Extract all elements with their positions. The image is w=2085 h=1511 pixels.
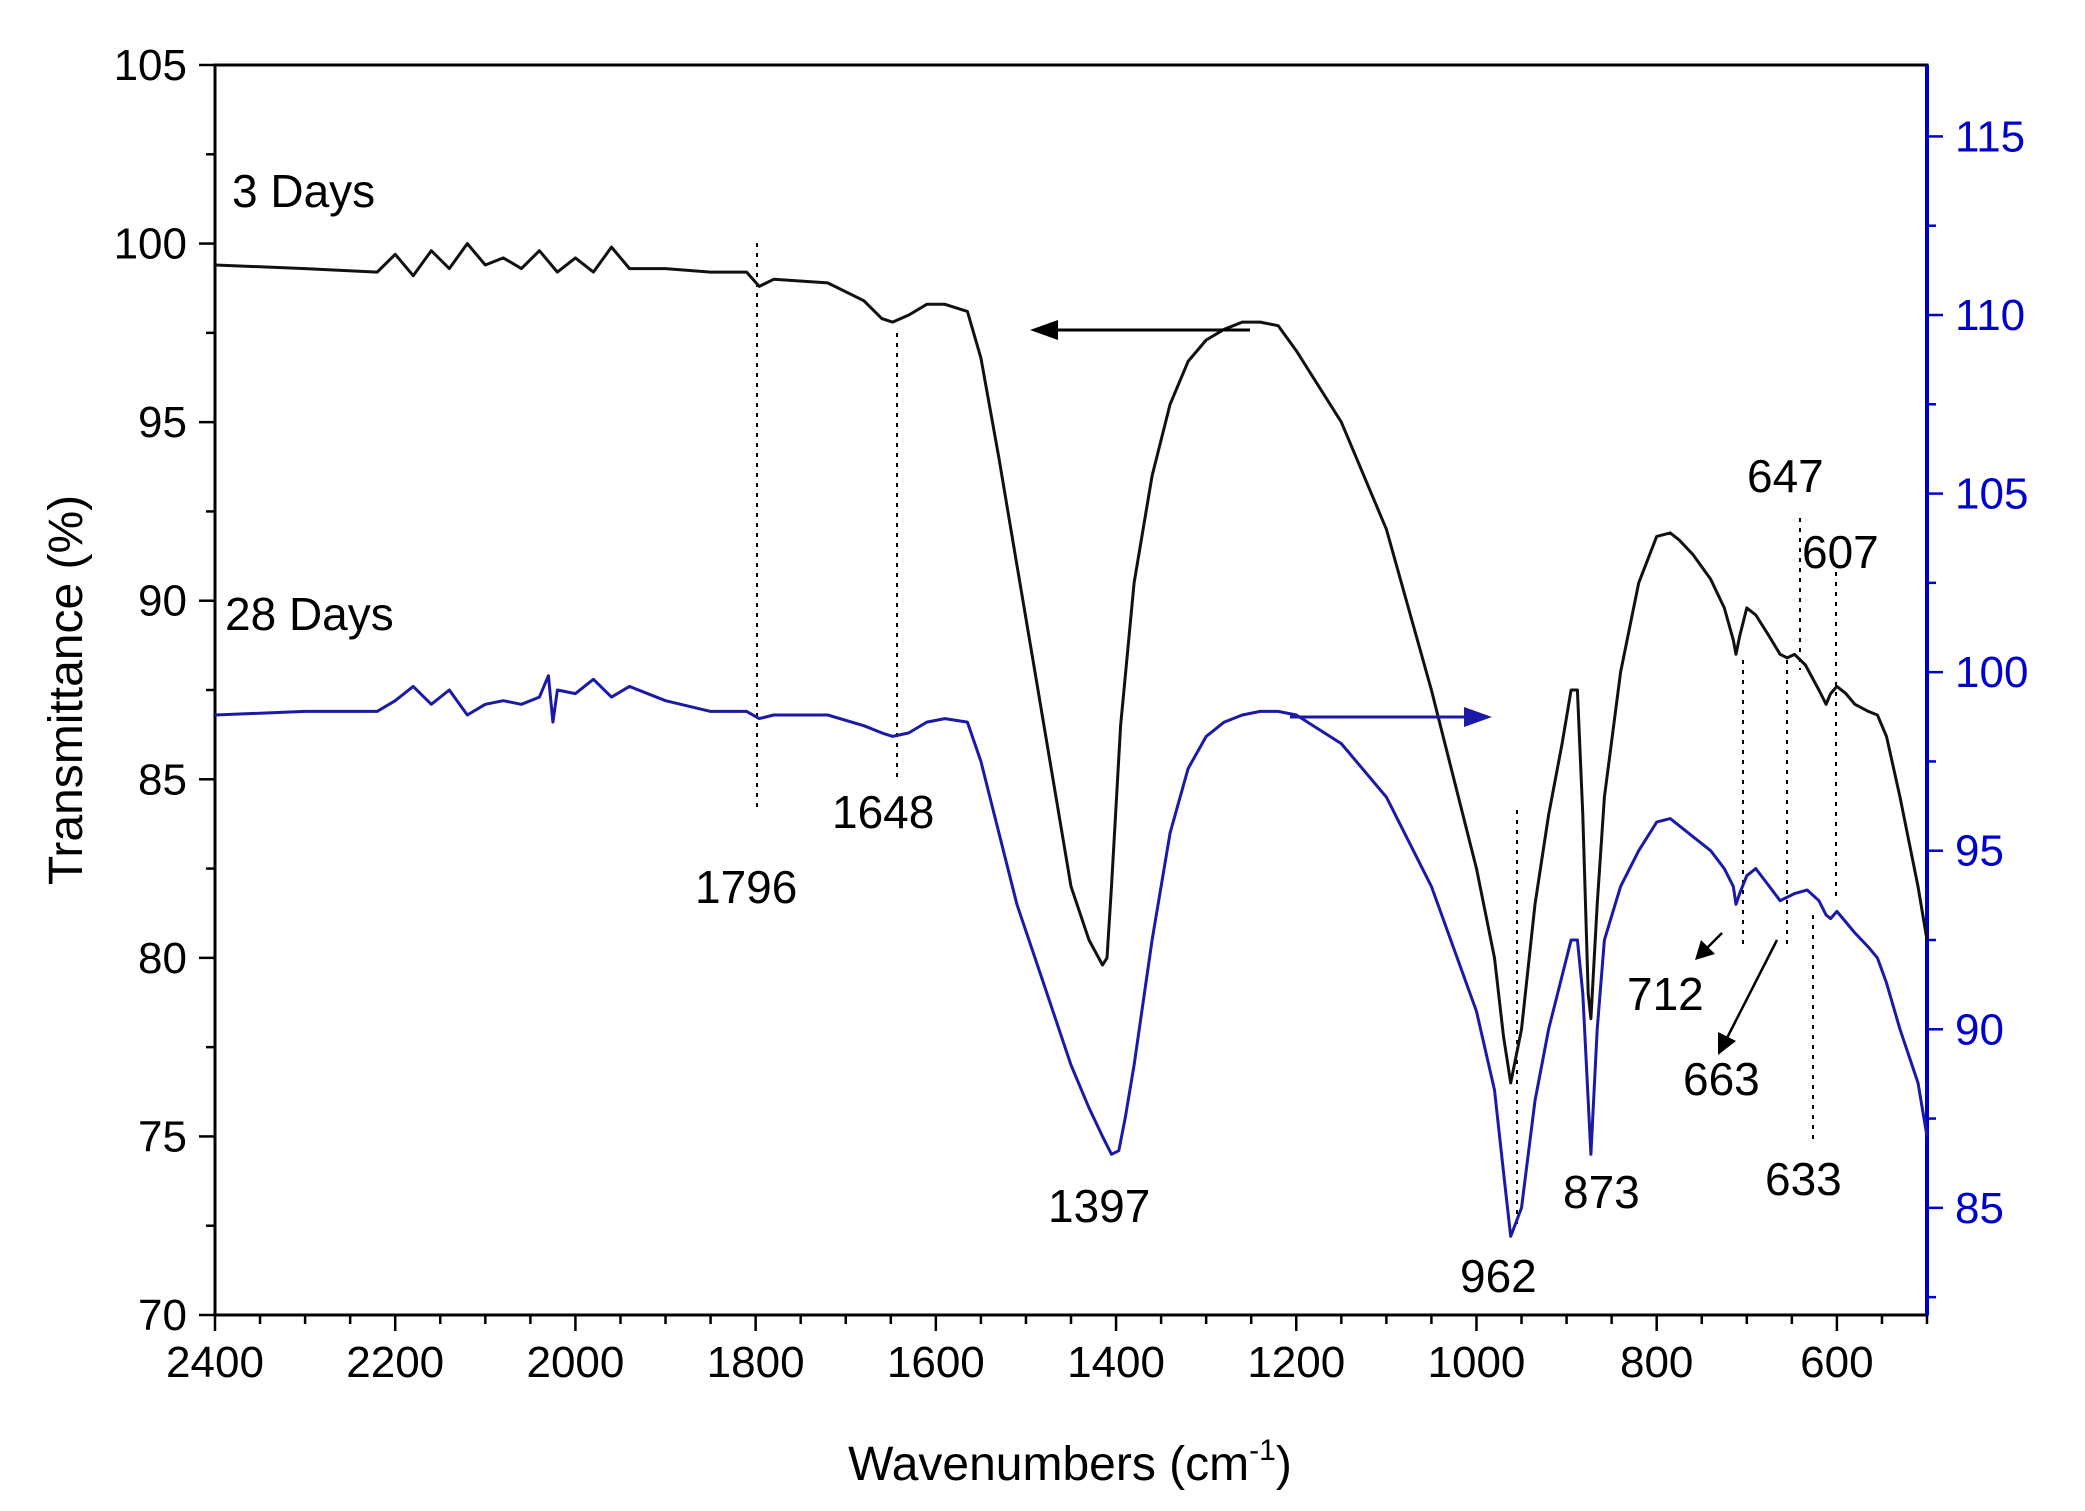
x-axis-title-superscript: -1	[1249, 1434, 1276, 1467]
peak-label-633: 633	[1765, 1153, 1842, 1205]
series-line-3-days	[214, 242, 1929, 1085]
legend-3-days: 3 Days	[232, 165, 375, 217]
y-right-tick-label: 110	[1955, 291, 2025, 340]
pointer-arrow-663	[1718, 939, 1779, 1055]
y-left-tick-label: 90	[138, 577, 187, 626]
x-tick-label: 2200	[346, 1338, 444, 1387]
peak-label-1796: 1796	[695, 861, 797, 913]
y-axis-title: Transmittance (%)	[40, 495, 93, 885]
y-left-tick-labels: 70 75 80 85 90 95 100 105	[114, 41, 187, 1340]
x-axis-title: Wavenumbers (cm-1)	[848, 1434, 1292, 1491]
y-left-tick-label: 105	[114, 41, 187, 90]
x-tick-label: 1600	[887, 1338, 985, 1387]
peak-label-1648: 1648	[832, 786, 934, 838]
y-right-tick-label: 90	[1955, 1005, 2004, 1054]
peak-reference-lines	[756, 243, 1837, 1230]
axis-ticks	[199, 63, 1943, 1331]
x-tick-label: 1400	[1067, 1338, 1165, 1387]
peak-label-962: 962	[1460, 1250, 1537, 1302]
x-tick-label: 1000	[1428, 1338, 1526, 1387]
series-line-28-days	[214, 674, 1929, 1238]
y-right-tick-label: 100	[1955, 648, 2028, 697]
x-tick-label: 2400	[166, 1338, 264, 1387]
y-left-tick-label: 70	[138, 1291, 187, 1340]
peak-label-647: 647	[1747, 450, 1824, 502]
y-right-tick-label: 105	[1955, 470, 2028, 519]
peak-label-663: 663	[1683, 1053, 1760, 1105]
y-left-tick-label: 80	[138, 934, 187, 983]
y-right-tick-label: 115	[1955, 112, 2025, 161]
y-left-tick-label: 100	[114, 220, 187, 269]
right-axis-indicator-arrow	[1290, 707, 1492, 727]
x-tick-label: 800	[1620, 1338, 1693, 1387]
x-tick-label: 2000	[526, 1338, 624, 1387]
peak-label-1397: 1397	[1048, 1180, 1150, 1232]
y-right-tick-labels: 85 90 95 100 105 110 115	[1955, 112, 2028, 1232]
y-left-tick-label: 75	[138, 1112, 187, 1161]
x-tick-labels: 2400 2200 2000 1800 1600 1400 1200 1000 800 600	[166, 1338, 1874, 1387]
pointer-arrow-712	[1695, 932, 1723, 960]
x-tick-label: 600	[1800, 1338, 1873, 1387]
y-right-tick-label: 95	[1955, 827, 2004, 876]
legend-28-days: 28 Days	[225, 588, 394, 640]
peak-label-712: 712	[1627, 968, 1704, 1020]
x-tick-label: 1800	[707, 1338, 805, 1387]
x-tick-label: 1200	[1247, 1338, 1345, 1387]
y-left-tick-label: 95	[138, 398, 187, 447]
y-right-tick-label: 85	[1955, 1184, 2004, 1233]
peak-label-873: 873	[1563, 1166, 1640, 1218]
left-axis-indicator-arrow	[1030, 320, 1250, 340]
y-left-tick-label: 85	[138, 755, 187, 804]
peak-label-607: 607	[1802, 526, 1879, 578]
